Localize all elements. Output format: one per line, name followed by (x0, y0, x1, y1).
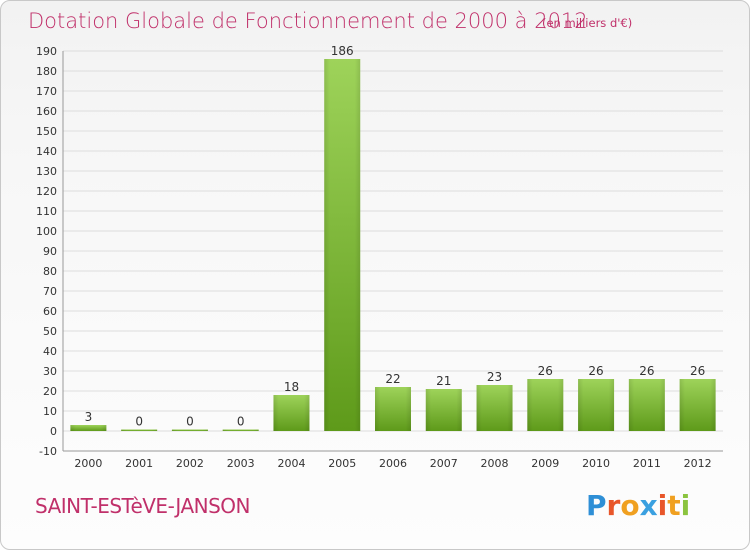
x-tick-label: 2004 (277, 457, 305, 470)
y-tick-label: 100 (36, 225, 57, 238)
bar-2011 (628, 379, 665, 431)
y-tick-label: 170 (36, 85, 57, 98)
x-tick-label: 2012 (684, 457, 712, 470)
bar-shade (273, 395, 310, 431)
y-tick-label: 90 (43, 245, 57, 258)
y-tick-label: 110 (36, 205, 57, 218)
y-tick-label: 20 (43, 385, 57, 398)
y-tick-label: 80 (43, 265, 57, 278)
bar-shade (476, 385, 513, 431)
value-labels: 3 0 0 0 18 186 22 21 23 26 26 26 26 (85, 44, 706, 429)
x-tick-label: 2009 (531, 457, 559, 470)
y-tick-label: 190 (36, 45, 57, 58)
y-tick-label: 10 (43, 405, 57, 418)
y-tick-label: 70 (43, 285, 57, 298)
y-tick-label: -10 (39, 445, 57, 458)
x-tick-label: 2010 (582, 457, 610, 470)
bar-2007 (425, 389, 462, 431)
bar-2005 (324, 59, 361, 431)
y-tick-label: 60 (43, 305, 57, 318)
bar-2008 (476, 385, 513, 431)
bar-shade (375, 387, 411, 431)
bar-shade (70, 425, 107, 431)
value-label: 0 (237, 415, 245, 429)
logo-letter: P (586, 489, 607, 522)
logo-letter: r (606, 489, 621, 522)
value-label: 26 (538, 364, 553, 378)
value-label: 22 (385, 372, 400, 386)
value-label: 0 (186, 415, 194, 429)
x-tick-label: 2002 (176, 457, 204, 470)
y-tick-label: 50 (43, 325, 57, 338)
y-tick-label: 120 (36, 185, 57, 198)
bar-2010 (578, 379, 615, 431)
proxiti-logo: Proxiti (586, 489, 690, 522)
bar-2000 (70, 425, 107, 431)
bar-shade (171, 429, 208, 431)
bar-2001 (121, 429, 158, 431)
x-tick-label: 2001 (125, 457, 153, 470)
y-tick-label: 180 (36, 65, 57, 78)
y-tick-label: 40 (43, 345, 57, 358)
bar-shade (578, 379, 615, 431)
bar-2003 (222, 429, 259, 431)
bar-2004 (273, 395, 310, 431)
value-label: 3 (85, 410, 93, 424)
bars (70, 59, 716, 431)
bar-shade (679, 379, 716, 431)
chart-subtitle: (en milliers d'€) (542, 16, 633, 30)
x-tick-label: 2006 (379, 457, 407, 470)
bar-shade (527, 379, 564, 431)
logo-letter: i (657, 489, 668, 522)
x-tick-label: 2000 (74, 457, 102, 470)
commune-name: SAINT-ESTèVE-JANSON (35, 494, 250, 518)
axes (62, 51, 723, 452)
value-label: 26 (690, 364, 705, 378)
value-label: 26 (639, 364, 654, 378)
bar-2002 (171, 429, 208, 431)
y-tick-label: 0 (50, 425, 57, 438)
x-tick-label: 2007 (430, 457, 458, 470)
bar-shade (324, 59, 361, 431)
x-tick-label: 2003 (227, 457, 255, 470)
value-label: 186 (331, 44, 354, 58)
logo-letter: x (639, 489, 658, 522)
y-tick-label: 140 (36, 145, 57, 158)
x-tick-labels: 2000 2001 2002 2003 2004 2005 2006 2007 2008 2009… (74, 457, 711, 470)
bar-2009 (527, 379, 564, 431)
y-tick-label: 130 (36, 165, 57, 178)
bar-shade (628, 379, 665, 431)
bar-shade (222, 429, 259, 431)
value-label: 23 (487, 370, 502, 384)
logo-letter: t (667, 489, 681, 522)
x-tick-label: 2008 (481, 457, 509, 470)
bar-2012 (679, 379, 716, 431)
x-tick-label: 2011 (633, 457, 661, 470)
value-label: 26 (588, 364, 603, 378)
logo-letter: i (680, 489, 691, 522)
x-tick-label: 2005 (328, 457, 356, 470)
y-tick-label: 30 (43, 365, 57, 378)
y-tick-labels: -10 0 10 20 30 40 50 60 70 80 90 100 110 120 130 140 150… (36, 45, 57, 458)
y-tick-label: 150 (36, 125, 57, 138)
value-label: 21 (436, 374, 451, 388)
bar-shade (121, 429, 158, 431)
value-label: 0 (135, 415, 143, 429)
bar-shade (425, 389, 462, 431)
logo-letter: o (620, 489, 640, 522)
chart-title: Dotation Globale de Fonctionnement de 20… (28, 9, 588, 33)
value-label: 18 (284, 380, 299, 394)
y-tick-label: 160 (36, 105, 57, 118)
bar-2006 (375, 387, 411, 431)
